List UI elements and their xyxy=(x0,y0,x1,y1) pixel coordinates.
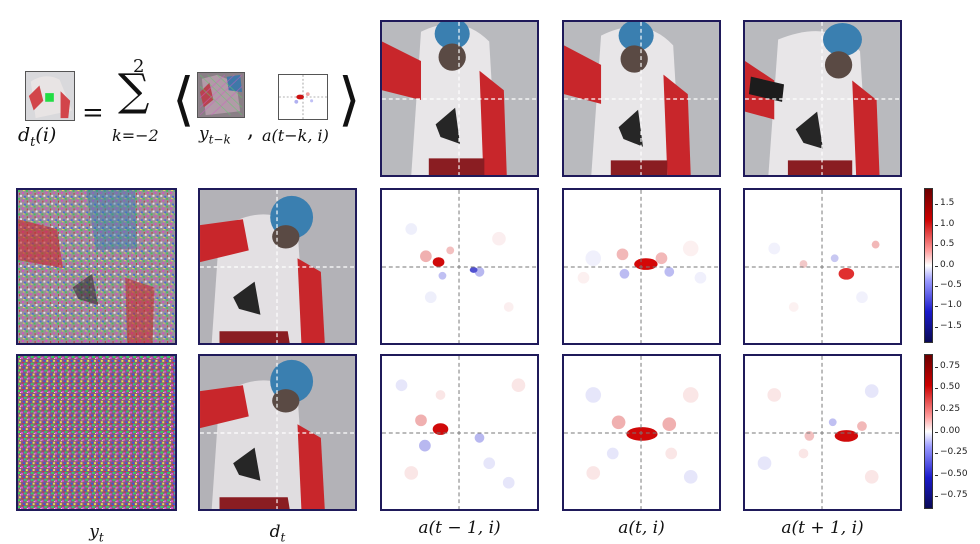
thumb-dt xyxy=(25,71,75,121)
colorbar-top-tick-3: 0.0 xyxy=(934,259,955,270)
label-d-t: dt xyxy=(198,522,357,544)
label-y-t-text: y xyxy=(89,522,99,542)
colorbar-top-tick-5: −1.0 xyxy=(935,300,962,311)
colorbar-bottom xyxy=(924,354,933,509)
label-d-t-text: d xyxy=(269,522,281,542)
thumb-a xyxy=(278,74,328,120)
denoised-high xyxy=(198,354,357,511)
denoised-high-image xyxy=(200,356,355,509)
label-a-prev: a(t − 1, i) xyxy=(418,518,501,538)
frame-t-image xyxy=(564,22,719,175)
frame-t-plus-1-image xyxy=(745,22,900,175)
label-y-t: yt xyxy=(16,522,177,544)
noisy-input-low xyxy=(16,188,177,345)
thumb-a-image xyxy=(279,75,327,119)
thumb-dt-image xyxy=(26,72,74,120)
eq-lhs-sub: t xyxy=(30,134,36,150)
attention-t-minus-1-low xyxy=(380,188,539,345)
colorbar-bottom-tick-2: 0.25 xyxy=(934,403,961,414)
eq-comma: , xyxy=(247,118,254,143)
label-y-t-sub: t xyxy=(98,530,104,544)
eq-term1: y xyxy=(199,124,209,144)
eq-sum-sign: ∑ xyxy=(118,65,150,116)
thumb-y-image xyxy=(198,73,244,117)
colorbar-bottom-tick-0: 0.75 xyxy=(934,360,961,371)
eq-equals: = xyxy=(82,98,104,128)
noisy-input-high-image xyxy=(18,356,175,509)
noisy-input-high xyxy=(16,354,177,511)
frame-t-minus-1-image xyxy=(382,22,537,175)
eq-term1-sub: t−k xyxy=(208,132,231,147)
label-d-t-sub: t xyxy=(280,530,286,544)
noisy-input-low-image xyxy=(18,190,175,343)
attention-t-minus-1-high xyxy=(380,354,539,511)
colorbar-top-tick-6: −1.5 xyxy=(935,320,962,331)
colorbar-top-tick-4: −0.5 xyxy=(935,279,962,290)
eq-lhs-arg: (i) xyxy=(35,124,57,146)
colorbar-top-tick-0: 1.5 xyxy=(934,198,955,209)
attention-t-low xyxy=(562,188,721,345)
label-a-next: a(t + 1, i) xyxy=(781,518,864,538)
frame-t-minus-1 xyxy=(380,20,539,177)
attention-t-minus-1-low-map xyxy=(382,190,537,343)
eq-lhs: d xyxy=(18,124,31,146)
frame-t-plus-1 xyxy=(743,20,902,177)
colorbar-top-tick-1: 1.0 xyxy=(934,218,955,229)
colorbar-bottom-tick-6: −0.75 xyxy=(935,490,968,501)
colorbar-top xyxy=(924,188,933,343)
eq-bracket-left: ⟨ xyxy=(172,65,195,133)
attention-t-high-map xyxy=(564,356,719,509)
frame-t xyxy=(562,20,721,177)
eq-sum-bottom: k=−2 xyxy=(112,126,159,145)
colorbar-bottom-tick-1: 0.50 xyxy=(934,382,961,393)
denoised-low xyxy=(198,188,357,345)
eq-bracket-right: ⟩ xyxy=(338,65,361,133)
colorbar-bottom-tick-3: 0.00 xyxy=(934,425,961,436)
denoised-low-image xyxy=(200,190,355,343)
eq-sum-top: 2 xyxy=(133,56,145,77)
colorbar-bottom-tick-4: −0.25 xyxy=(935,447,968,458)
colorbar-bottom-tick-5: −0.50 xyxy=(935,468,968,479)
attention-t-plus-1-high xyxy=(743,354,902,511)
colorbar-top-tick-2: 0.5 xyxy=(934,239,955,250)
thumb-y xyxy=(197,72,245,118)
label-a-curr: a(t, i) xyxy=(618,518,665,538)
eq-term2: a(t−k, i) xyxy=(262,126,329,145)
attention-t-plus-1-high-map xyxy=(745,356,900,509)
attention-t-plus-1-low-map xyxy=(745,190,900,343)
attention-t-low-map xyxy=(564,190,719,343)
attention-t-high xyxy=(562,354,721,511)
attention-t-plus-1-low xyxy=(743,188,902,345)
attention-t-minus-1-high-map xyxy=(382,356,537,509)
